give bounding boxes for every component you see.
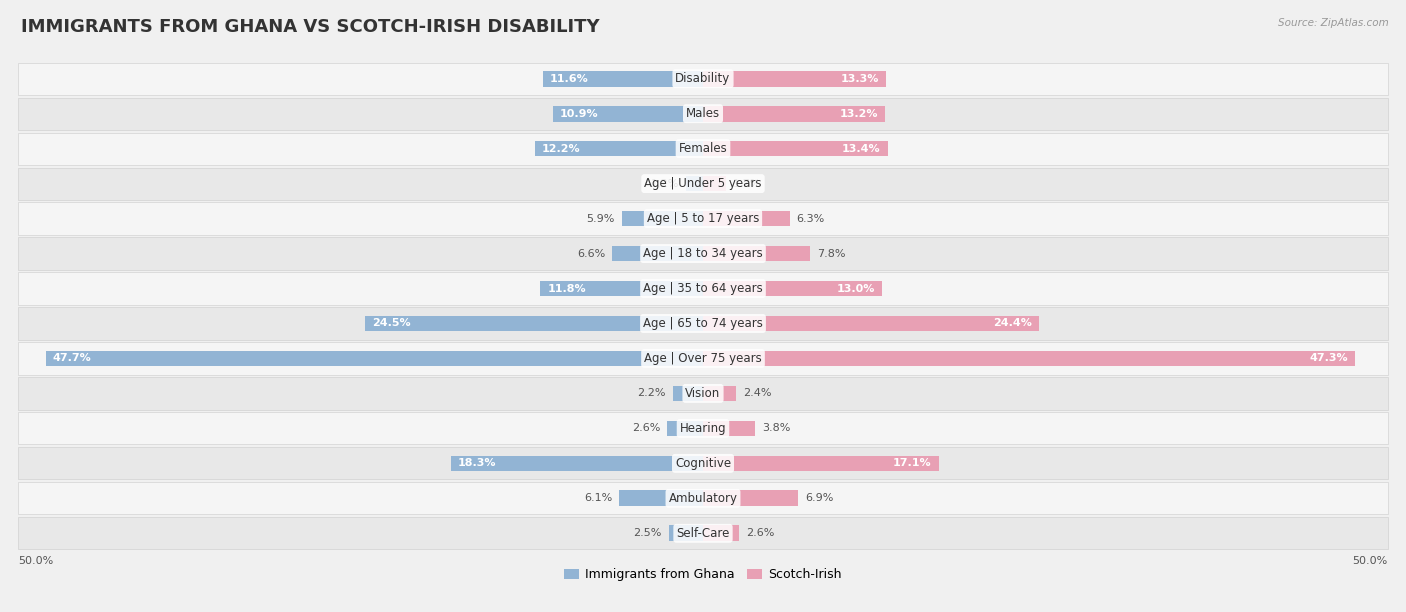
Text: 2.6%: 2.6%: [631, 424, 661, 433]
Bar: [703, 245, 810, 261]
Bar: [703, 106, 884, 122]
Text: 5.9%: 5.9%: [586, 214, 614, 223]
Text: Age | Over 75 years: Age | Over 75 years: [644, 352, 762, 365]
Text: Self-Care: Self-Care: [676, 527, 730, 540]
Bar: [366, 316, 703, 331]
Bar: [703, 490, 799, 506]
Text: Cognitive: Cognitive: [675, 457, 731, 470]
Text: 24.4%: 24.4%: [994, 318, 1032, 329]
Text: 24.5%: 24.5%: [373, 318, 411, 329]
Text: 11.8%: 11.8%: [547, 283, 586, 294]
Text: Hearing: Hearing: [679, 422, 727, 435]
Text: Females: Females: [679, 142, 727, 155]
Text: 10.9%: 10.9%: [560, 109, 599, 119]
Text: 2.4%: 2.4%: [742, 389, 772, 398]
Bar: [703, 455, 939, 471]
Bar: [18, 133, 1388, 165]
Bar: [553, 106, 703, 122]
Bar: [46, 351, 703, 367]
Bar: [669, 526, 703, 541]
Bar: [703, 176, 727, 192]
Bar: [703, 386, 737, 401]
Bar: [18, 272, 1388, 305]
Text: Age | Under 5 years: Age | Under 5 years: [644, 177, 762, 190]
Bar: [18, 307, 1388, 340]
Text: 13.0%: 13.0%: [837, 283, 876, 294]
Text: 1.2%: 1.2%: [651, 179, 679, 188]
Bar: [703, 211, 790, 226]
Text: Disability: Disability: [675, 72, 731, 85]
Text: 50.0%: 50.0%: [18, 556, 53, 566]
Text: 13.3%: 13.3%: [841, 73, 879, 84]
Text: 7.8%: 7.8%: [817, 248, 846, 258]
Text: 13.2%: 13.2%: [839, 109, 877, 119]
Bar: [703, 420, 755, 436]
Bar: [18, 517, 1388, 550]
Bar: [619, 490, 703, 506]
Text: 1.7%: 1.7%: [734, 179, 762, 188]
Text: Age | 35 to 64 years: Age | 35 to 64 years: [643, 282, 763, 295]
Bar: [18, 62, 1388, 95]
Text: 47.7%: 47.7%: [52, 354, 91, 364]
Text: Age | 5 to 17 years: Age | 5 to 17 years: [647, 212, 759, 225]
Bar: [703, 526, 738, 541]
Bar: [534, 141, 703, 157]
Text: 6.6%: 6.6%: [576, 248, 605, 258]
Bar: [703, 351, 1355, 367]
Text: 13.4%: 13.4%: [842, 144, 880, 154]
Bar: [451, 455, 703, 471]
Bar: [703, 71, 886, 86]
Text: Ambulatory: Ambulatory: [668, 492, 738, 505]
Text: Age | 18 to 34 years: Age | 18 to 34 years: [643, 247, 763, 260]
Text: 18.3%: 18.3%: [458, 458, 496, 468]
Text: 2.2%: 2.2%: [637, 389, 666, 398]
Legend: Immigrants from Ghana, Scotch-Irish: Immigrants from Ghana, Scotch-Irish: [560, 563, 846, 586]
Bar: [703, 316, 1039, 331]
Text: 50.0%: 50.0%: [1353, 556, 1388, 566]
Text: Source: ZipAtlas.com: Source: ZipAtlas.com: [1278, 18, 1389, 28]
Bar: [540, 281, 703, 296]
Text: Males: Males: [686, 107, 720, 120]
Bar: [18, 97, 1388, 130]
Bar: [18, 482, 1388, 515]
Text: 2.5%: 2.5%: [633, 528, 662, 539]
Text: 6.9%: 6.9%: [806, 493, 834, 503]
Bar: [621, 211, 703, 226]
Bar: [18, 342, 1388, 375]
Bar: [18, 168, 1388, 200]
Text: Age | 65 to 74 years: Age | 65 to 74 years: [643, 317, 763, 330]
Bar: [18, 203, 1388, 234]
Text: IMMIGRANTS FROM GHANA VS SCOTCH-IRISH DISABILITY: IMMIGRANTS FROM GHANA VS SCOTCH-IRISH DI…: [21, 18, 600, 36]
Text: 47.3%: 47.3%: [1309, 354, 1348, 364]
Text: 3.8%: 3.8%: [762, 424, 790, 433]
Text: 6.1%: 6.1%: [583, 493, 612, 503]
Bar: [703, 281, 882, 296]
Bar: [18, 378, 1388, 409]
Bar: [18, 237, 1388, 270]
Bar: [672, 386, 703, 401]
Text: 17.1%: 17.1%: [893, 458, 932, 468]
Text: 2.6%: 2.6%: [745, 528, 775, 539]
Text: Vision: Vision: [685, 387, 721, 400]
Text: 6.3%: 6.3%: [797, 214, 825, 223]
Text: 12.2%: 12.2%: [541, 144, 581, 154]
Bar: [612, 245, 703, 261]
Bar: [668, 420, 703, 436]
Bar: [18, 447, 1388, 479]
Bar: [543, 71, 703, 86]
Text: 11.6%: 11.6%: [550, 73, 589, 84]
Bar: [703, 141, 887, 157]
Bar: [18, 412, 1388, 444]
Bar: [686, 176, 703, 192]
